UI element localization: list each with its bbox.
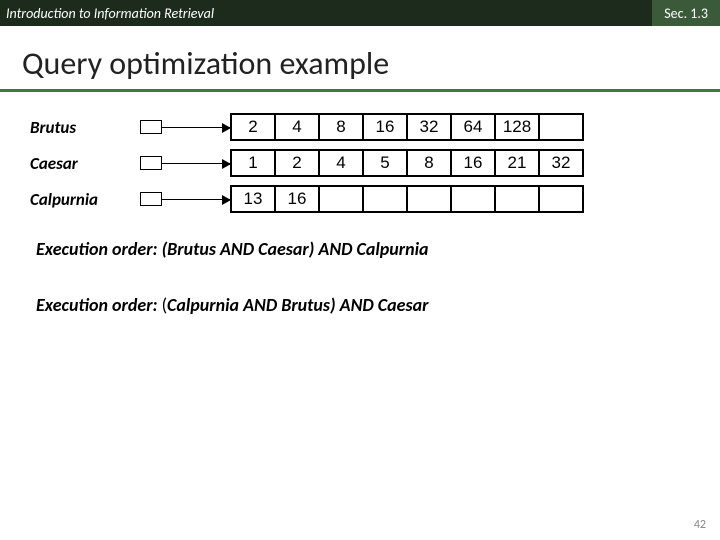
term-label: Brutus [30,117,140,138]
posting-cell: 1 [231,150,275,176]
posting-cell: 2 [275,150,319,176]
posting-cell: 32 [407,114,451,140]
posting-cell: 4 [275,114,319,140]
posting-cell: 16 [363,114,407,140]
posting-cell [495,186,539,212]
slide-title: Query optimization example [0,26,720,89]
pointer-arrow [140,120,230,134]
posting-cell: 2 [231,114,275,140]
execution-order-2: Execution order: ((Calpurnia AND Brutus)… [36,294,690,316]
postings-table: 248163264128 [230,113,584,141]
postings-table: 1316 [230,185,584,213]
posting-cell [363,186,407,212]
arrow-icon [161,163,230,164]
posting-cell: 64 [451,114,495,140]
execution-order-1: Execution order: (Brutus AND Caesar) AND… [36,238,690,260]
posting-cell [539,186,583,212]
posting-cell: 21 [495,150,539,176]
posting-cell: 128 [495,114,539,140]
pointer-box [140,120,162,134]
pointer-arrow [140,156,230,170]
term-label: Caesar [30,153,140,174]
posting-cell: 13 [231,186,275,212]
exec2-prefix: Execution order: [36,294,162,316]
posting-cell: 32 [539,150,583,176]
posting-cell [319,186,363,212]
posting-row: Caesar 12458162132 [30,146,690,180]
posting-cell: 5 [363,150,407,176]
pointer-box [140,156,162,170]
posting-cell [407,186,451,212]
posting-cell [451,186,495,212]
term-label: Calpurnia [30,189,140,210]
posting-cell [539,114,583,140]
postings-table: 12458162132 [230,149,584,177]
posting-row: Brutus 248163264128 [30,110,690,144]
page-number: 42 [694,518,706,532]
posting-row: Calpurnia 1316 [30,182,690,216]
posting-cell: 16 [275,186,319,212]
title-underline [0,89,720,92]
arrow-icon [161,127,230,128]
section-label: Sec. 1.3 [652,0,720,26]
postings-lists: Brutus248163264128Caesar12458162132Calpu… [30,110,690,216]
pointer-box [140,192,162,206]
posting-cell: 8 [319,114,363,140]
posting-cell: 8 [407,150,451,176]
course-title: Introduction to Information Retrieval [0,5,214,22]
topbar: Introduction to Information Retrieval Se… [0,0,720,26]
pointer-arrow [140,192,230,206]
posting-cell: 16 [451,150,495,176]
arrow-icon [161,199,230,200]
posting-cell: 4 [319,150,363,176]
